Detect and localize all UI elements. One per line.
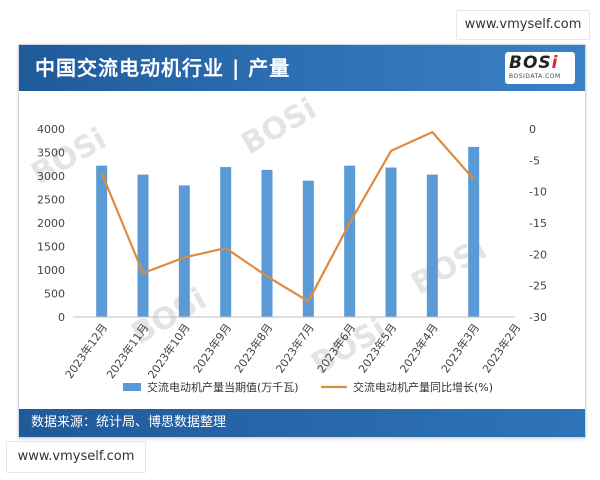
right-axis-tick-label: -10 — [529, 186, 547, 199]
left-axis-tick-label: 2500 — [37, 194, 65, 207]
x-axis-tick-label: 2023年12月 — [62, 321, 110, 381]
bosi-logo: BOSi BOSIDATA.COM — [505, 52, 575, 84]
right-axis-tick-label: -5 — [529, 154, 540, 167]
bar — [261, 169, 273, 317]
bar — [385, 167, 397, 317]
x-axis-tick-label: 2023年8月 — [231, 321, 275, 376]
x-axis-tick-label: 2023年4月 — [397, 321, 441, 376]
right-axis-tick-label: -30 — [529, 311, 547, 324]
data-source: 数据来源：统计局、博思数据整理 — [31, 415, 227, 430]
chart-legend: 交流电动机产量当期值(万千瓦) 交流电动机产量同比增长(%) — [123, 380, 493, 394]
site-watermark-top: www.vmyself.com — [456, 10, 590, 40]
bosi-watermark-mark: BOSi — [406, 231, 493, 301]
bosi-watermark-mark: BOSi — [236, 91, 323, 161]
left-axis-tick-label: 1500 — [37, 241, 65, 254]
right-axis-tick-label: 0 — [529, 123, 536, 136]
right-axis-tick-label: -15 — [529, 217, 547, 230]
growth-line — [100, 131, 475, 303]
legend-bar-label: 交流电动机产量当期值(万千瓦) — [147, 380, 299, 394]
logo-wordmark: BOSi — [509, 53, 559, 73]
chart-footer: 数据来源：统计局、博思数据整理 — [19, 409, 585, 437]
left-axis-tick-label: 3500 — [37, 147, 65, 160]
bar-series — [96, 146, 480, 317]
bar — [220, 167, 232, 317]
left-axis-tick-label: 1000 — [37, 264, 65, 277]
bar — [344, 165, 356, 317]
bar — [426, 174, 438, 317]
left-axis-tick-label: 500 — [44, 288, 65, 301]
chart-header: 中国交流电动机行业 | 产量 BOSi BOSIDATA.COM — [19, 45, 585, 91]
line-series — [100, 131, 475, 303]
chart-card: 中国交流电动机行业 | 产量 BOSi BOSIDATA.COM BOSi BOS… — [18, 44, 586, 438]
bar — [178, 185, 190, 317]
left-axis-tick-label: 0 — [58, 311, 65, 324]
left-axis-tick-label: 4000 — [37, 123, 65, 136]
logo-subtext: BOSIDATA.COM — [509, 73, 561, 80]
x-axis-tick-label: 2023年9月 — [190, 321, 234, 376]
bar — [302, 180, 314, 317]
bar — [468, 146, 480, 317]
bar — [137, 174, 149, 317]
x-axis-tick-label: 2023年2月 — [479, 321, 523, 376]
left-axis-tick-label: 3000 — [37, 170, 65, 183]
site-watermark-bottom: www.vmyself.com — [6, 441, 146, 473]
left-axis-tick-label: 2000 — [37, 217, 65, 230]
right-axis-tick-label: -20 — [529, 248, 547, 261]
legend-line-label: 交流电动机产量同比增长(%) — [353, 380, 493, 394]
legend-bar-swatch — [123, 383, 141, 391]
x-axis-tick-label: 2023年3月 — [438, 321, 482, 376]
chart-title: 中国交流电动机行业 | 产量 — [35, 56, 291, 80]
right-axis-tick-label: -25 — [529, 280, 547, 293]
bar — [96, 165, 108, 317]
